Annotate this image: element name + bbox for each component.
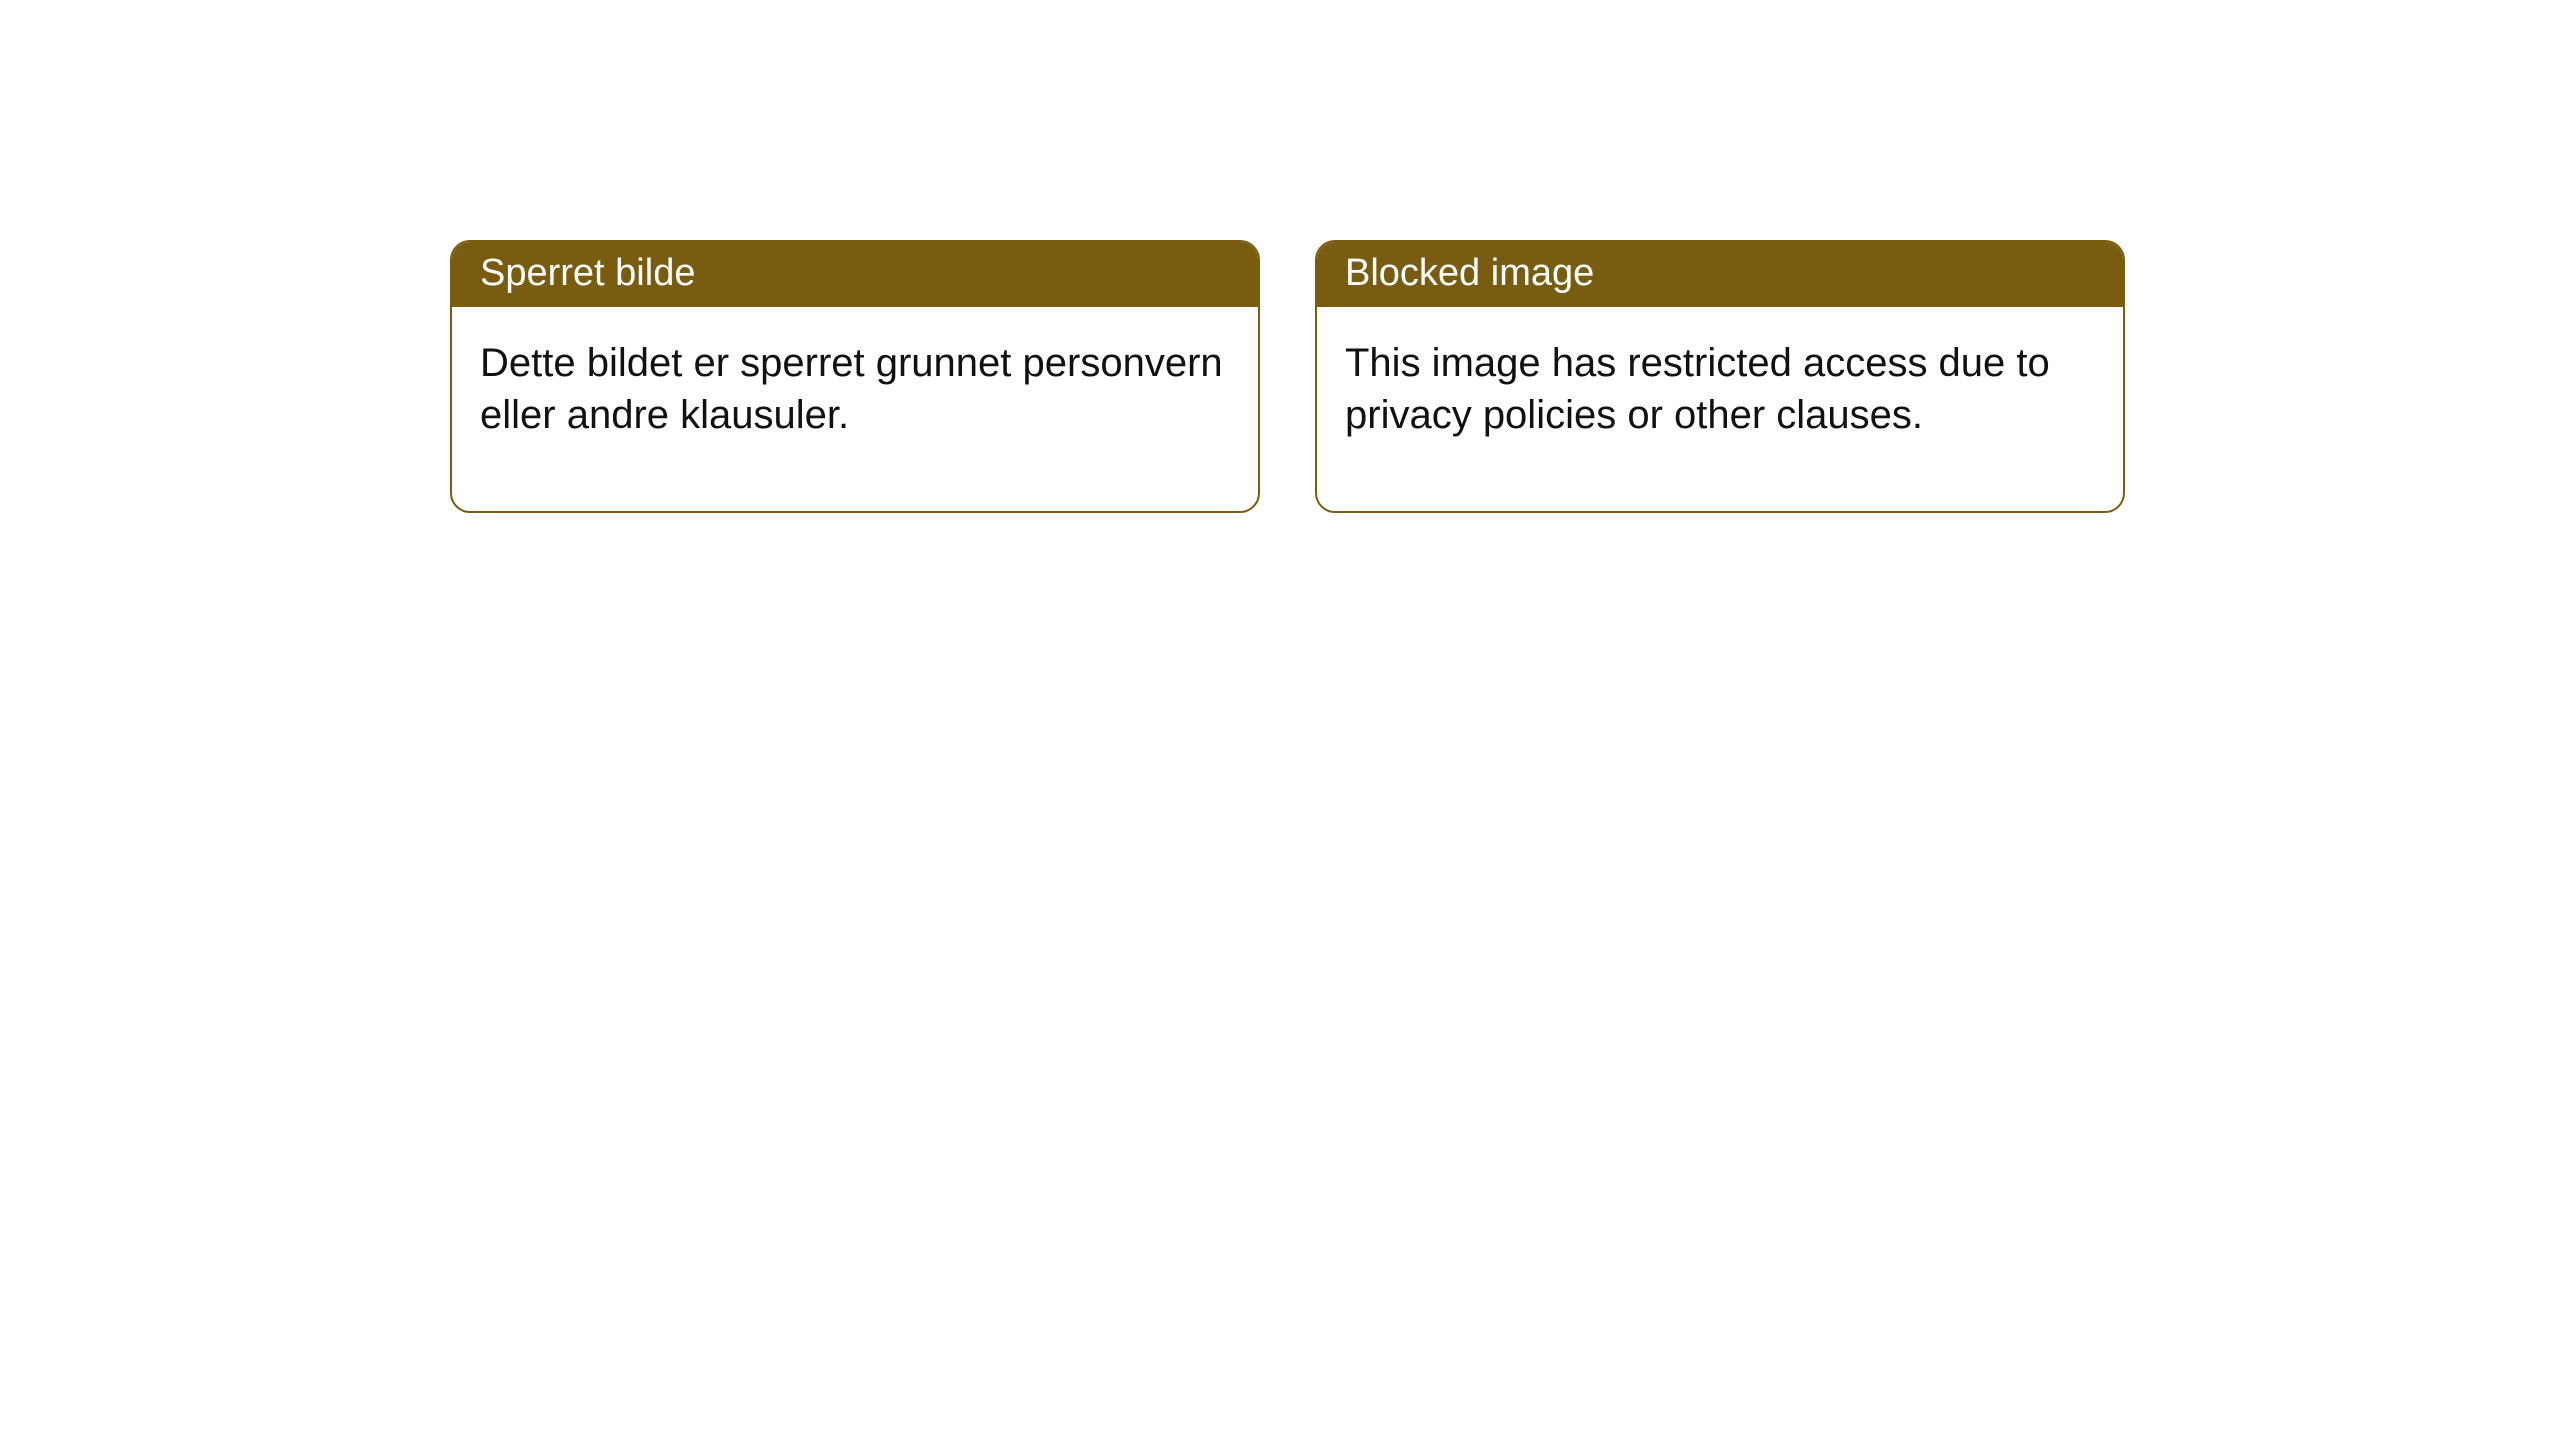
notice-container: Sperret bilde Dette bildet er sperret gr… [0, 0, 2560, 513]
notice-title: Blocked image [1345, 252, 1594, 294]
notice-body: This image has restricted access due to … [1317, 307, 2123, 511]
notice-body-text: Dette bildet er sperret grunnet personve… [480, 341, 1223, 437]
notice-card-norwegian: Sperret bilde Dette bildet er sperret gr… [450, 240, 1260, 513]
notice-card-english: Blocked image This image has restricted … [1315, 240, 2125, 513]
notice-body: Dette bildet er sperret grunnet personve… [452, 307, 1258, 511]
notice-body-text: This image has restricted access due to … [1345, 341, 2050, 437]
notice-header: Blocked image [1317, 242, 2123, 307]
notice-header: Sperret bilde [452, 242, 1258, 307]
notice-title: Sperret bilde [480, 252, 695, 294]
